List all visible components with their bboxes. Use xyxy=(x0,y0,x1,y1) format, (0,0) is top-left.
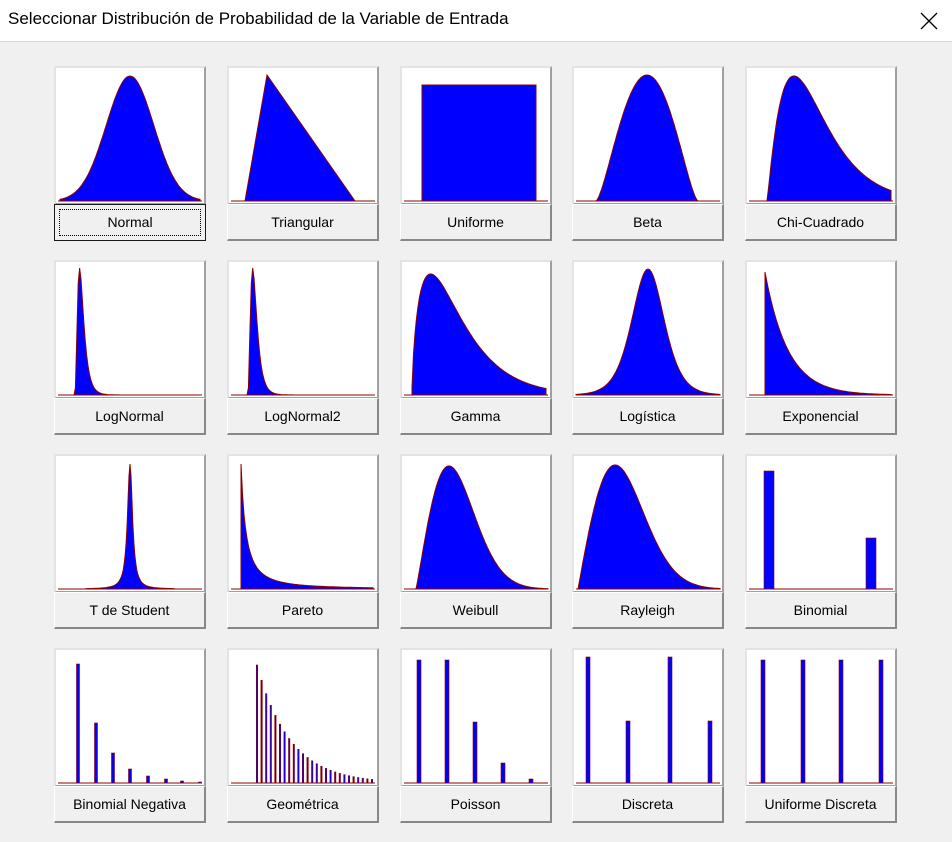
logistic-curve-button[interactable] xyxy=(572,260,724,399)
gamma-curve-icon xyxy=(404,273,548,396)
logistic-curve-icon xyxy=(575,268,721,396)
distribution-label-button[interactable]: LogNormal xyxy=(54,398,206,435)
lognormal2-curve-icon xyxy=(231,267,375,396)
geometric-bars-button[interactable] xyxy=(227,648,379,787)
negative-binomial-bars-button[interactable] xyxy=(54,648,206,787)
distribution-option: LogNormal2 xyxy=(227,260,379,437)
distribution-option: Binomial Negativa xyxy=(54,648,206,825)
discrete-bars-button[interactable] xyxy=(572,648,724,787)
distribution-option: Discreta xyxy=(572,648,724,825)
distribution-label-button[interactable]: Discreta xyxy=(572,786,724,823)
triangular-shape-icon xyxy=(231,73,375,202)
distribution-label-button[interactable]: T de Student xyxy=(54,592,206,629)
distribution-label-button[interactable]: Binomial xyxy=(745,592,897,629)
distribution-label-button[interactable]: Exponencial xyxy=(745,398,897,435)
distribution-label-button[interactable]: Triangular xyxy=(227,204,379,241)
distribution-option: Uniforme Discreta xyxy=(745,648,897,825)
title-bar: Seleccionar Distribución de Probabilidad… xyxy=(0,0,952,42)
distribution-option: Normal xyxy=(54,66,206,243)
discrete-bars-icon xyxy=(576,656,720,784)
pareto-curve-icon xyxy=(231,463,375,590)
distribution-label-button[interactable]: Chi-Cuadrado xyxy=(745,204,897,241)
rayleigh-curve-button[interactable] xyxy=(572,454,724,593)
distribution-option: Binomial xyxy=(745,454,897,631)
discrete-uniform-bars-button[interactable] xyxy=(745,648,897,787)
distribution-label-button[interactable]: Pareto xyxy=(227,592,379,629)
gamma-curve-button[interactable] xyxy=(400,260,552,399)
distribution-option: LogNormal xyxy=(54,260,206,437)
uniform-rectangle-icon xyxy=(404,84,548,202)
rayleigh-curve-icon xyxy=(576,464,721,590)
distribution-option: Poisson xyxy=(400,648,552,825)
distribution-option: Geométrica xyxy=(227,648,379,825)
student-t-curve-icon xyxy=(58,463,202,590)
distribution-label-button[interactable]: Uniforme Discreta xyxy=(745,786,897,823)
uniform-rectangle-button[interactable] xyxy=(400,66,552,205)
distribution-option: T de Student xyxy=(54,454,206,631)
lognormal-curve-icon xyxy=(58,267,202,396)
distribution-label-button[interactable]: Uniforme xyxy=(400,204,552,241)
student-t-curve-button[interactable] xyxy=(54,454,206,593)
distribution-label-button[interactable]: Logística xyxy=(572,398,724,435)
lognormal-curve-button[interactable] xyxy=(54,260,206,399)
binomial-bars-icon xyxy=(749,470,893,590)
pareto-curve-button[interactable] xyxy=(227,454,379,593)
distribution-option: Beta xyxy=(572,66,724,243)
distribution-option: Triangular xyxy=(227,66,379,243)
negative-binomial-bars-icon xyxy=(58,663,202,784)
distribution-label-button[interactable]: Rayleigh xyxy=(572,592,724,629)
distribution-label-button[interactable]: LogNormal2 xyxy=(227,398,379,435)
chi-square-curve-icon xyxy=(749,75,893,202)
distribution-option: Rayleigh xyxy=(572,454,724,631)
distribution-label-button[interactable]: Normal xyxy=(54,204,206,241)
geometric-bars-icon xyxy=(231,664,375,784)
close-icon xyxy=(920,12,938,29)
chi-square-curve-button[interactable] xyxy=(745,66,897,205)
binomial-bars-button[interactable] xyxy=(745,454,897,593)
distribution-option: Uniforme xyxy=(400,66,552,243)
distribution-label-button[interactable]: Geométrica xyxy=(227,786,379,823)
distribution-option: Gamma xyxy=(400,260,552,437)
normal-curve-icon xyxy=(58,75,202,202)
distribution-label-button[interactable]: Weibull xyxy=(400,592,552,629)
weibull-curve-button[interactable] xyxy=(400,454,552,593)
distribution-label-button[interactable]: Gamma xyxy=(400,398,552,435)
discrete-uniform-bars-icon xyxy=(749,659,893,784)
poisson-bars-icon xyxy=(404,659,548,784)
exponential-curve-icon xyxy=(749,271,893,396)
window-title: Seleccionar Distribución de Probabilidad… xyxy=(8,9,509,28)
distribution-label-button[interactable]: Beta xyxy=(572,204,724,241)
weibull-curve-icon xyxy=(404,465,549,590)
normal-curve-button[interactable] xyxy=(54,66,206,205)
distribution-option: Exponencial xyxy=(745,260,897,437)
distribution-option: Weibull xyxy=(400,454,552,631)
beta-curve-icon xyxy=(576,74,720,202)
beta-curve-button[interactable] xyxy=(572,66,724,205)
distribution-option: Logística xyxy=(572,260,724,437)
distribution-option: Pareto xyxy=(227,454,379,631)
poisson-bars-button[interactable] xyxy=(400,648,552,787)
dialog-body: Normal Triangular Uniforme Beta Chi-Cuadrado… xyxy=(0,42,952,842)
distribution-option: Chi-Cuadrado xyxy=(745,66,897,243)
exponential-curve-button[interactable] xyxy=(745,260,897,399)
distribution-label-button[interactable]: Poisson xyxy=(400,786,552,823)
lognormal2-curve-button[interactable] xyxy=(227,260,379,399)
triangular-shape-button[interactable] xyxy=(227,66,379,205)
close-button[interactable] xyxy=(906,0,952,41)
distribution-label-button[interactable]: Binomial Negativa xyxy=(54,786,206,823)
